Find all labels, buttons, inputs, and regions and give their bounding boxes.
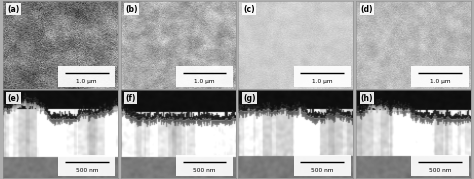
Text: 1.0 μm: 1.0 μm (312, 79, 333, 84)
FancyBboxPatch shape (293, 155, 351, 176)
Text: 500 nm: 500 nm (311, 168, 334, 173)
Text: 500 nm: 500 nm (75, 168, 98, 173)
Text: (d): (d) (361, 5, 374, 14)
FancyBboxPatch shape (411, 155, 469, 176)
Text: (f): (f) (125, 94, 136, 103)
FancyBboxPatch shape (58, 66, 116, 87)
FancyBboxPatch shape (176, 66, 233, 87)
Text: 1.0 μm: 1.0 μm (76, 79, 97, 84)
Text: (a): (a) (8, 5, 20, 14)
Text: 500 nm: 500 nm (429, 168, 451, 173)
Text: (g): (g) (243, 94, 255, 103)
FancyBboxPatch shape (176, 155, 233, 176)
FancyBboxPatch shape (293, 66, 351, 87)
FancyBboxPatch shape (411, 66, 469, 87)
Text: 1.0 μm: 1.0 μm (194, 79, 215, 84)
Text: 1.0 μm: 1.0 μm (430, 79, 450, 84)
Text: 500 nm: 500 nm (193, 168, 216, 173)
Text: (h): (h) (361, 94, 374, 103)
Text: (b): (b) (125, 5, 138, 14)
FancyBboxPatch shape (58, 155, 116, 176)
Text: (c): (c) (243, 5, 255, 14)
Text: (e): (e) (8, 94, 20, 103)
